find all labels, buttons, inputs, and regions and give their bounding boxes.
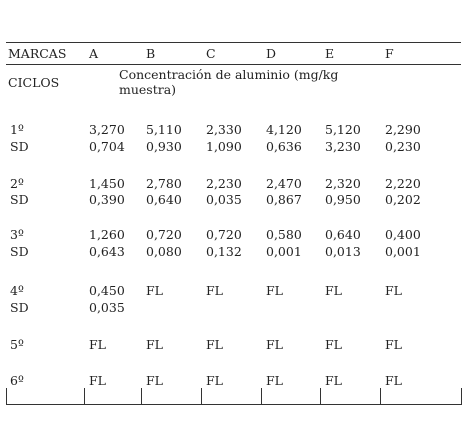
- table-cell: 5,120: [325, 122, 361, 137]
- table-header-rule: [6, 64, 461, 65]
- table-cell: FL: [206, 337, 223, 352]
- table-cell: FL: [146, 283, 163, 298]
- table-cell: FL: [385, 283, 402, 298]
- table-cell: 3,230: [325, 139, 361, 154]
- table-cell: 0,390: [89, 192, 125, 207]
- column-tick: [84, 388, 85, 405]
- table-top-rule: [6, 42, 461, 43]
- table-cell: 2,470: [266, 176, 302, 191]
- table-cell: 0,400: [385, 227, 421, 242]
- table-cell: 1,260: [89, 227, 125, 242]
- table-cell: 0,013: [325, 244, 361, 259]
- table-cell: 0,035: [206, 192, 242, 207]
- row-label: 5º: [10, 337, 24, 352]
- table-cell: 2,320: [325, 176, 361, 191]
- table-cell: FL: [266, 283, 283, 298]
- column-tick: [201, 388, 202, 405]
- column-header: D: [266, 46, 277, 61]
- table-cell: FL: [89, 373, 106, 388]
- row-label: 6º: [10, 373, 24, 388]
- table-cell: FL: [385, 373, 402, 388]
- column-tick: [141, 388, 142, 405]
- column-header: E: [325, 46, 335, 61]
- table-cell: FL: [325, 373, 342, 388]
- table-cell: 2,780: [146, 176, 182, 191]
- row-label: 2º: [10, 176, 24, 191]
- table-cell: FL: [325, 283, 342, 298]
- row-label: SD: [10, 244, 29, 259]
- table-cell: 0,640: [325, 227, 361, 242]
- table-cell: 0,950: [325, 192, 361, 207]
- table-cell: 0,930: [146, 139, 182, 154]
- table-cell: 2,290: [385, 122, 421, 137]
- row-label: SD: [10, 139, 29, 154]
- table-cell: FL: [146, 373, 163, 388]
- table-cell: 3,270: [89, 122, 125, 137]
- column-header: B: [146, 46, 156, 61]
- column-tick: [261, 388, 262, 405]
- subheader-label: CICLOS: [8, 75, 60, 90]
- column-tick: [380, 388, 381, 405]
- table-cell: 0,867: [266, 192, 302, 207]
- table-cell: FL: [206, 373, 223, 388]
- table-cell: 0,035: [89, 300, 125, 315]
- table-cell: FL: [206, 283, 223, 298]
- row-label: 1º: [10, 122, 24, 137]
- table-cell: 0,720: [146, 227, 182, 242]
- table-cell: FL: [266, 337, 283, 352]
- table-cell: 5,110: [146, 122, 182, 137]
- table-cell: 0,202: [385, 192, 421, 207]
- table-cell: 1,450: [89, 176, 125, 191]
- table-cell: 0,720: [206, 227, 242, 242]
- table-cell: 2,330: [206, 122, 242, 137]
- unit-caption: Concentración de aluminio (mg/kg muestra…: [119, 67, 339, 97]
- table-cell: 2,220: [385, 176, 421, 191]
- table-cell: 0,450: [89, 283, 125, 298]
- table-cell: 0,080: [146, 244, 182, 259]
- row-label: SD: [10, 192, 29, 207]
- column-tick: [461, 388, 462, 405]
- row-label: 4º: [10, 283, 24, 298]
- row-label: 3º: [10, 227, 24, 242]
- table-cell: 0,230: [385, 139, 421, 154]
- table-cell: 0,580: [266, 227, 302, 242]
- column-header: F: [385, 46, 394, 61]
- column-tick: [6, 388, 7, 405]
- table-cell: 0,001: [385, 244, 421, 259]
- table-cell: FL: [89, 337, 106, 352]
- table-cell: 0,704: [89, 139, 125, 154]
- table-cell: FL: [325, 337, 342, 352]
- column-tick: [320, 388, 321, 405]
- header-label: MARCAS: [8, 46, 67, 61]
- column-header: C: [206, 46, 216, 61]
- table-cell: 2,230: [206, 176, 242, 191]
- table-bottom-rule: [6, 404, 461, 405]
- column-header: A: [89, 46, 99, 61]
- table-cell: FL: [146, 337, 163, 352]
- table-cell: FL: [266, 373, 283, 388]
- table-cell: 0,636: [266, 139, 302, 154]
- table-cell: 1,090: [206, 139, 242, 154]
- row-label: SD: [10, 300, 29, 315]
- table-cell: 0,132: [206, 244, 242, 259]
- table-cell: 0,001: [266, 244, 302, 259]
- table-cell: FL: [385, 337, 402, 352]
- table-cell: 4,120: [266, 122, 302, 137]
- table-cell: 0,640: [146, 192, 182, 207]
- table-cell: 0,643: [89, 244, 125, 259]
